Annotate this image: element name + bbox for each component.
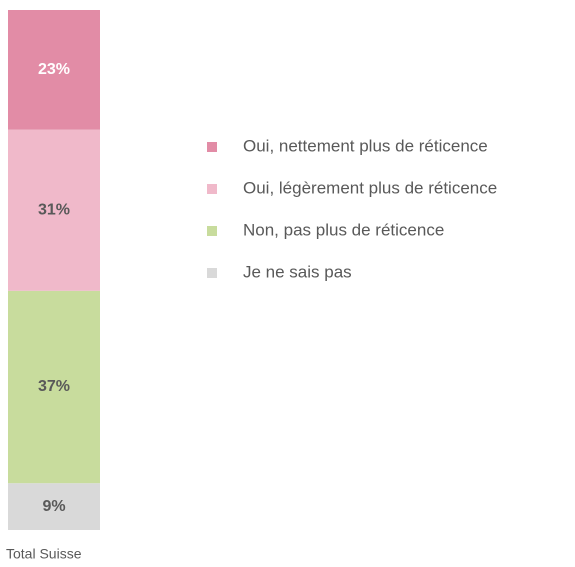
data-label: 9% <box>42 498 65 515</box>
legend-swatch <box>207 142 217 152</box>
legend-label: Je ne sais pas <box>243 262 352 281</box>
bar-segment <box>8 10 100 130</box>
data-label: 37% <box>38 378 70 395</box>
data-label: 23% <box>38 61 70 78</box>
bar-segment <box>8 129 100 291</box>
bar-segment <box>8 290 100 484</box>
legend-swatch <box>207 268 217 278</box>
bar-segment <box>8 483 100 530</box>
legend-swatch <box>207 184 217 194</box>
legend-label: Non, pas plus de réticence <box>243 220 444 239</box>
x-tick-label: Total Suisse <box>6 546 82 562</box>
legend-swatch <box>207 226 217 236</box>
legend-label: Oui, nettement plus de réticence <box>243 136 488 155</box>
legend-label: Oui, légèrement plus de réticence <box>243 178 497 197</box>
data-label: 31% <box>38 201 70 218</box>
